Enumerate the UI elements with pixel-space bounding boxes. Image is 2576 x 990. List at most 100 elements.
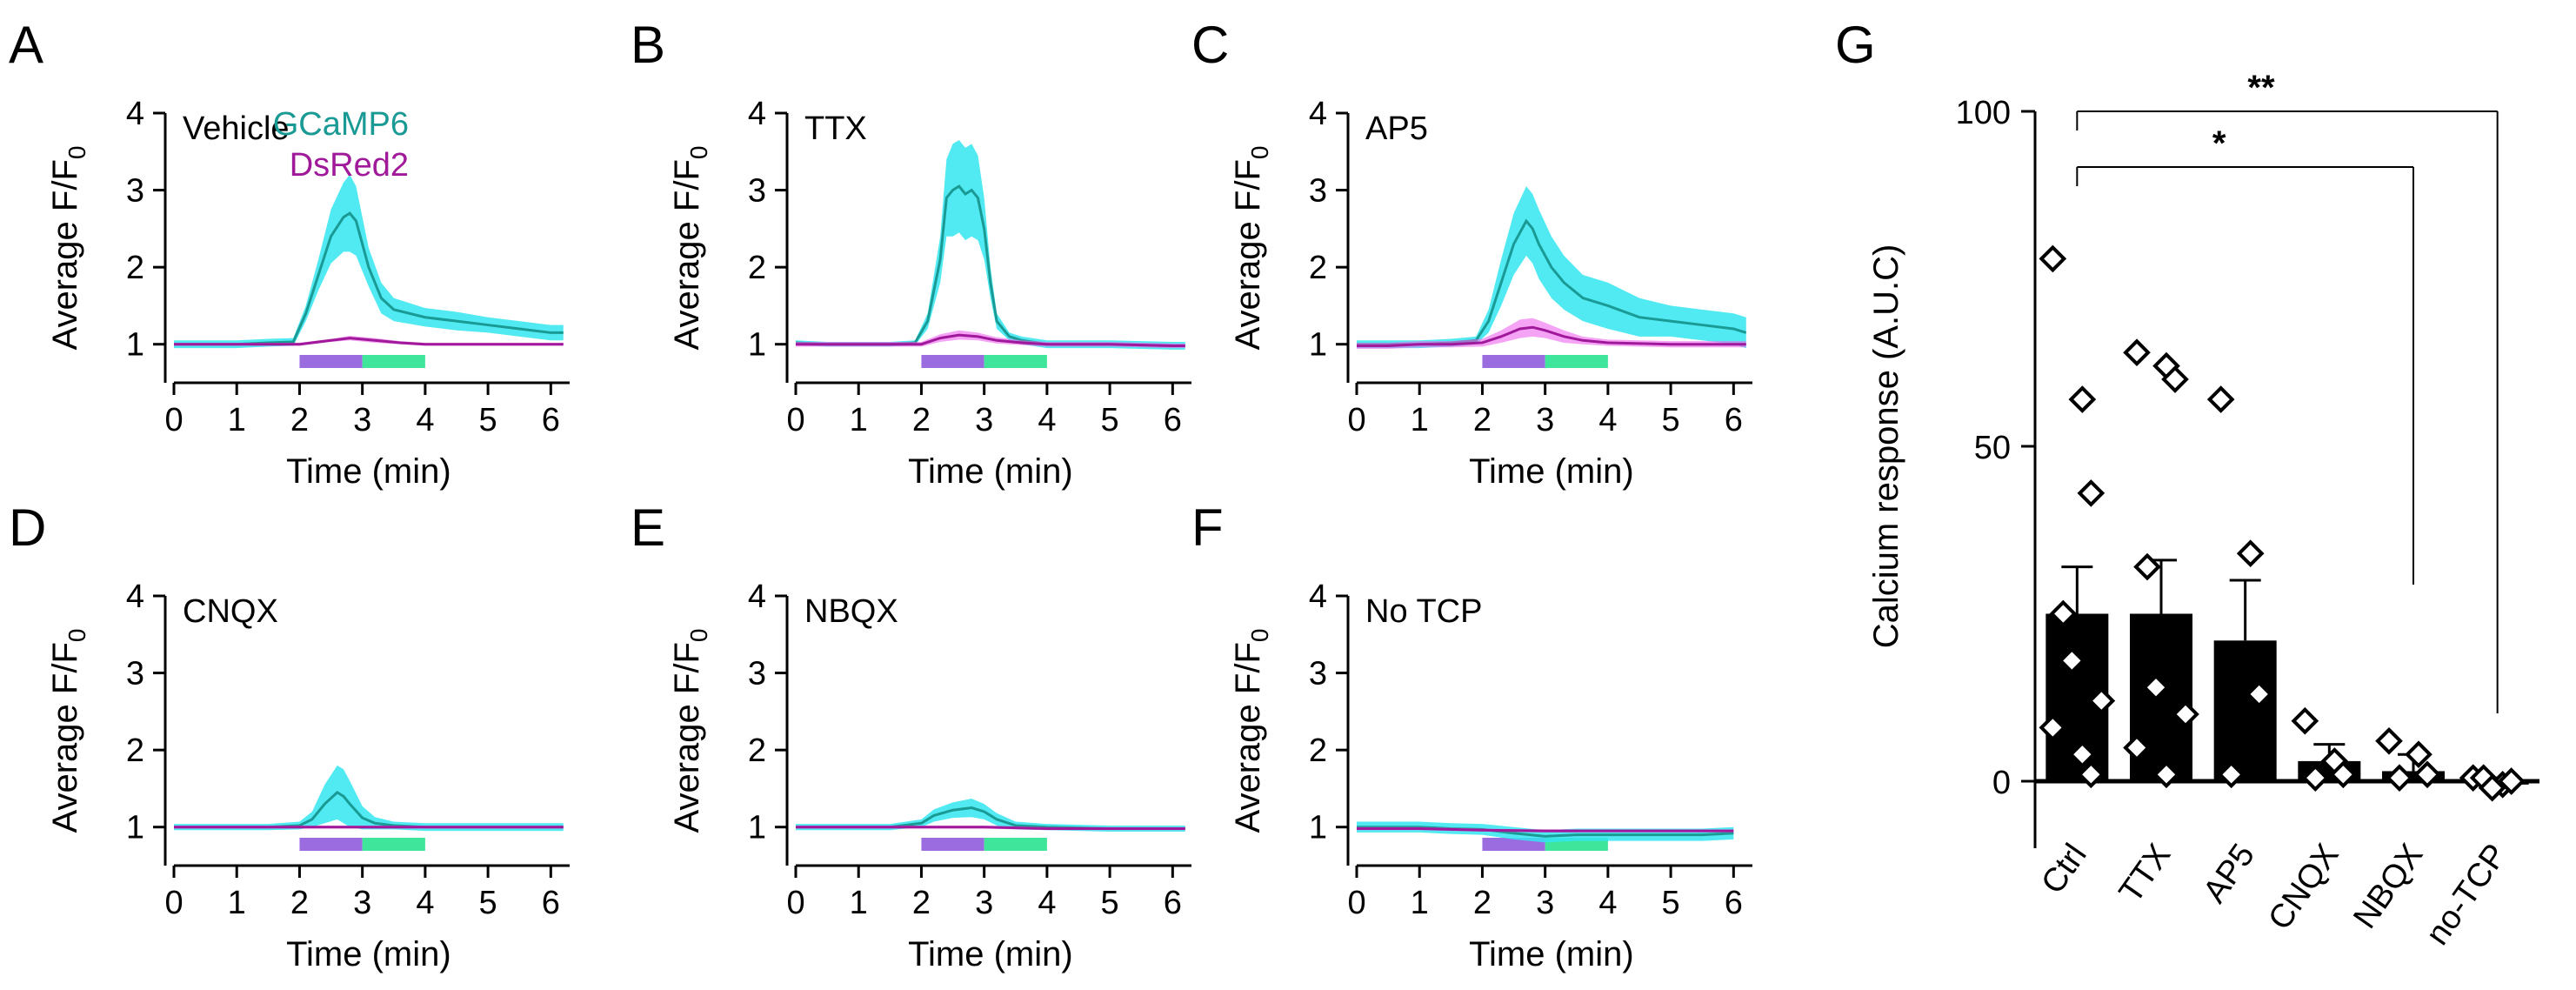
x-tick-label: 2	[1473, 885, 1492, 921]
x-tick-label: 5	[1101, 885, 1119, 921]
category-label-ap5: AP5	[2196, 838, 2262, 910]
category-label-cnqx: CNQX	[2261, 838, 2346, 937]
y-tick-label: 3	[748, 173, 766, 210]
category-label-ttx: TTX	[2112, 838, 2179, 910]
condition-label: AP5	[1365, 110, 1428, 147]
dsred-trace	[1357, 826, 1734, 833]
x-tick-label: 3	[353, 885, 371, 921]
x-tick-label: 5	[1662, 885, 1680, 921]
x-axis-label: Time (min)	[1469, 452, 1634, 491]
y-tick-label: 4	[1309, 96, 1327, 132]
y-tick-label: 1	[748, 327, 766, 364]
x-tick-label: 1	[1411, 402, 1429, 438]
condition-label: Vehicle	[183, 110, 290, 147]
y-tick-label: 1	[748, 810, 766, 846]
x-tick-label: 2	[290, 402, 309, 438]
legend-gcamp: GCaMP6	[273, 106, 409, 143]
y-tick-label: 0	[1992, 765, 2011, 801]
data-point	[2245, 680, 2273, 708]
panel-label-b: B	[631, 16, 665, 74]
data-point	[2077, 479, 2106, 507]
data-point	[2217, 760, 2246, 789]
data-point	[2142, 673, 2170, 702]
data-point	[2386, 764, 2413, 792]
x-tick-label: 3	[1536, 885, 1554, 921]
y-tick-label: 3	[1309, 173, 1327, 210]
y-tick-label: 4	[748, 96, 766, 132]
x-tick-label: 1	[1411, 885, 1429, 921]
data-point	[2413, 760, 2441, 789]
x-tick-label: 5	[479, 885, 497, 921]
data-point	[2123, 733, 2151, 762]
x-tick-label: 5	[1662, 402, 1680, 438]
y-tick-label: 4	[1309, 579, 1327, 615]
stim-bar-green	[362, 355, 425, 368]
stim-bar-purple	[921, 355, 984, 368]
panel-label-a: A	[9, 16, 43, 74]
panel-label-g: G	[1835, 16, 1876, 74]
data-point	[2133, 552, 2161, 581]
x-tick-label: 0	[164, 402, 183, 438]
bar-chart-g: G 0 50 100 Calcium response (A.U.C) Ctrl TTX AP…	[1835, 16, 2539, 952]
x-tick-label: 3	[1536, 402, 1554, 438]
x-axis-label: Time (min)	[286, 452, 451, 491]
gcamp-sem-band	[796, 140, 1185, 350]
y-axis-label-subscript: 0	[63, 146, 90, 160]
panel-label-e: E	[631, 498, 665, 557]
x-tick-label: 4	[1598, 885, 1617, 921]
gcamp-trace	[174, 790, 564, 829]
y-tick-label: 2	[126, 732, 144, 769]
x-tick-label: 0	[164, 885, 183, 921]
x-tick-label: 3	[975, 885, 993, 921]
category-label-nbqx: NBQX	[2346, 838, 2430, 935]
stim-bar-purple	[1482, 838, 1545, 851]
y-axis-label: Calcium response (A.U.C)	[1867, 244, 1905, 649]
x-axis-label: Time (min)	[908, 935, 1073, 973]
stim-bar-purple	[299, 838, 363, 851]
data-point	[2077, 760, 2106, 789]
data-point	[2329, 760, 2358, 789]
data-point	[2161, 365, 2189, 393]
y-tick-label: 4	[126, 579, 144, 615]
panel-label-f: F	[1191, 498, 1224, 557]
y-tick-label: 2	[1309, 732, 1327, 769]
y-axis-label-main: Average F/F	[668, 642, 706, 833]
condition-label: CNQX	[183, 593, 278, 630]
stim-bar-purple	[1482, 355, 1545, 368]
x-tick-label: 4	[416, 885, 434, 921]
condition-label: No TCP	[1365, 593, 1482, 630]
stim-bar-green	[984, 838, 1047, 851]
dsred-trace	[1357, 325, 1746, 347]
y-tick-label: 2	[126, 250, 144, 286]
y-axis-label: Average F/F0	[46, 146, 90, 351]
x-tick-label: 0	[1347, 885, 1365, 921]
y-axis-label-subscript: 0	[63, 629, 90, 643]
category-label-ctrl: Ctrl	[2034, 838, 2093, 901]
sig-label: **	[2247, 69, 2275, 107]
x-tick-label: 4	[1598, 402, 1617, 438]
x-tick-label: 4	[416, 402, 434, 438]
x-tick-label: 4	[1038, 885, 1056, 921]
y-tick-label: 3	[1309, 656, 1327, 692]
condition-label: NBQX	[804, 593, 898, 630]
data-point	[2049, 599, 2078, 628]
data-point	[2039, 244, 2067, 273]
panel-label-d: D	[9, 498, 46, 557]
data-point	[2058, 646, 2086, 675]
x-tick-label: 6	[542, 885, 560, 921]
data-point	[2087, 686, 2116, 715]
gcamp-sem-band	[174, 174, 564, 349]
data-point	[2236, 539, 2265, 568]
data-point	[2405, 740, 2433, 769]
x-axis-label: Time (min)	[1469, 935, 1634, 973]
stim-bar-green	[1545, 355, 1608, 368]
gcamp-trace	[795, 184, 1185, 347]
x-tick-label: 1	[228, 402, 246, 438]
x-tick-label: 4	[1038, 402, 1056, 438]
y-axis-label-main: Average F/F	[1229, 642, 1267, 833]
data-point	[2123, 338, 2151, 367]
